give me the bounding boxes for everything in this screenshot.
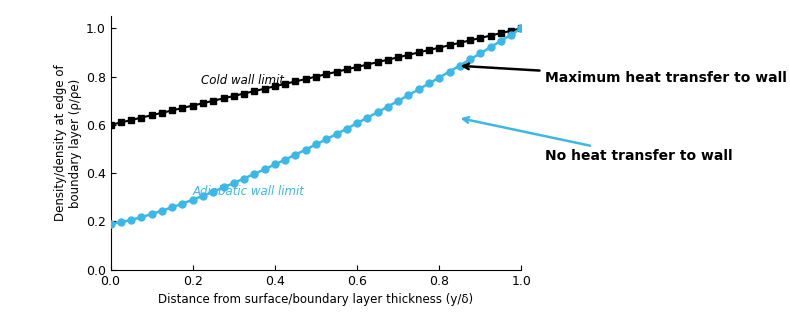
X-axis label: Distance from surface/boundary layer thickness (y/δ): Distance from surface/boundary layer thi… [159, 293, 473, 306]
Text: Maximum heat transfer to wall: Maximum heat transfer to wall [463, 64, 787, 85]
Text: Adiabatic wall limit: Adiabatic wall limit [193, 185, 305, 198]
Text: Cold wall limit: Cold wall limit [201, 74, 284, 87]
Text: No heat transfer to wall: No heat transfer to wall [463, 117, 732, 163]
Y-axis label: Density/density at edge of
boundary layer (ρ/ρe): Density/density at edge of boundary laye… [54, 65, 81, 221]
